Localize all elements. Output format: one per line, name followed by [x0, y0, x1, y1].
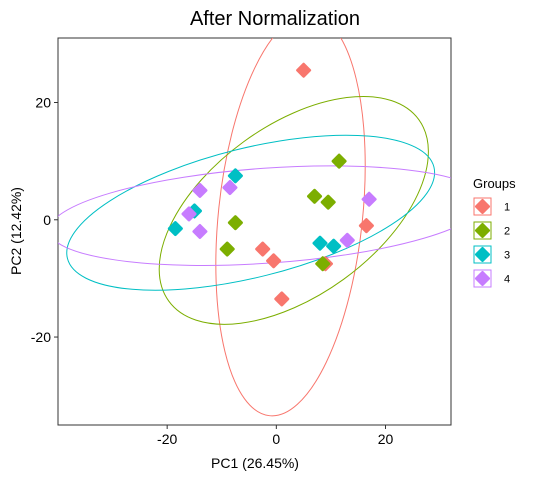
legend-label-group-4: 4	[504, 274, 510, 286]
y-tick-label: 20	[35, 95, 51, 111]
x-tick-label: 0	[272, 431, 280, 447]
chart-title: After Normalization	[190, 8, 360, 30]
legend-label-group-1: 1	[504, 202, 510, 214]
point-group-1	[255, 241, 271, 257]
x-axis-title: PC1 (26.45%)	[211, 455, 299, 471]
ellipse-group-2	[158, 95, 429, 325]
point-group-4	[339, 232, 355, 248]
legend-title: Groups	[473, 176, 516, 191]
point-group-4	[361, 191, 377, 207]
legend-marker-group-1	[475, 199, 490, 214]
y-axis: -20 0 20	[31, 95, 58, 345]
ellipse-group-3	[66, 134, 436, 291]
legend-marker-group-4	[475, 271, 490, 286]
point-group-3	[326, 238, 342, 254]
point-group-2	[307, 188, 323, 204]
legend: Groups 1 2 3 4	[473, 176, 516, 288]
legend-marker-group-3	[475, 247, 490, 262]
x-tick-label: 20	[378, 431, 394, 447]
point-group-4	[192, 224, 208, 239]
y-axis-title: PC2 (12.42%)	[8, 187, 24, 275]
point-group-2	[219, 241, 235, 257]
y-tick-label: 0	[43, 212, 51, 228]
point-group-2	[315, 256, 331, 272]
x-tick-label: -20	[157, 431, 177, 447]
data-points	[167, 62, 377, 307]
point-group-3	[312, 235, 328, 251]
legend-marker-group-2	[475, 223, 490, 238]
point-group-3	[227, 168, 243, 184]
plot-panel	[57, 37, 452, 426]
point-group-1	[266, 253, 282, 269]
y-tick-label: -20	[31, 329, 51, 345]
point-group-4	[192, 182, 208, 198]
legend-label-group-3: 3	[504, 250, 510, 262]
point-group-4	[222, 180, 238, 196]
point-group-2	[331, 153, 347, 169]
point-group-2	[227, 215, 243, 231]
legend-label-group-2: 2	[504, 226, 510, 238]
point-group-2	[320, 194, 336, 210]
point-group-4	[181, 206, 197, 222]
point-group-1	[358, 218, 374, 234]
point-group-3	[167, 221, 183, 237]
x-axis: -20 0 20	[157, 425, 393, 447]
point-group-1	[274, 291, 290, 307]
point-group-1	[296, 62, 312, 78]
